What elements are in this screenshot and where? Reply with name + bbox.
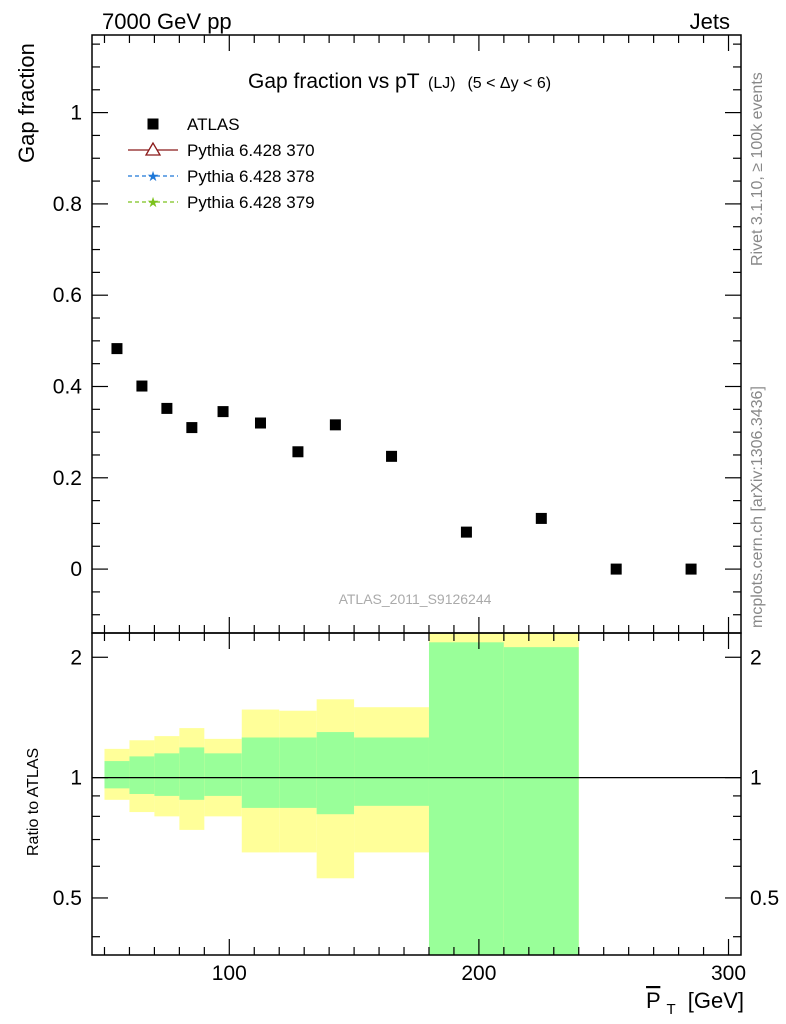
atlas-data-point: [329, 419, 341, 431]
plot-title-sub: (LJ): [428, 75, 456, 92]
y-axis-label: Gap fraction: [14, 43, 39, 163]
atlas-data-point: [254, 417, 266, 429]
ratio-band-green-9: [428, 642, 504, 955]
x-tick-label: 100: [212, 962, 247, 985]
axis-ticks: [92, 35, 741, 955]
atlas-data-point: [685, 563, 697, 575]
ratio-tick-label-right: 1: [750, 767, 762, 790]
legend: ATLAS Pythia 6.428 370 ★ Pythia 6.428 378 ★ P…: [128, 115, 315, 212]
atlas-data-point: [460, 526, 472, 538]
atlas-data-point: [111, 343, 123, 355]
ratio-plot-frame: [91, 632, 742, 956]
plot-title: Gap fraction vs pT (LJ) (5 < Δy < 6): [248, 70, 551, 93]
ratio-tick-label-right: 0.5: [750, 887, 779, 910]
plot-title-main: Gap fraction vs pT: [248, 70, 420, 93]
ratio-band-green-0: [104, 761, 130, 789]
ratio-band-green-10: [503, 647, 579, 955]
ratio-band-green-3: [179, 747, 205, 800]
legend-entry-label: ATLAS: [187, 115, 240, 134]
x-tick-label: 300: [711, 962, 746, 985]
rivet-version-label: Rivet 3.1.10, ≥ 100k events: [749, 72, 766, 266]
y-tick-label: 1: [70, 102, 82, 125]
ratio-band-green-4: [204, 753, 242, 796]
y-tick-label: 0: [70, 558, 82, 581]
atlas-data-point: [161, 402, 173, 414]
x-axis-unit: [GeV]: [688, 988, 744, 1013]
analysis-watermark: ATLAS_2011_S9126244: [339, 591, 492, 607]
atlas-data-point: [386, 450, 398, 462]
ratio-band-green-8: [354, 737, 429, 806]
ratio-tick-label-right: 2: [750, 646, 762, 669]
legend-entry-label: Pythia 6.428 378: [187, 167, 315, 186]
atlas-data-points: [111, 343, 697, 575]
atlas-data-point: [535, 512, 547, 524]
ratio-tick-label-left: 1: [70, 767, 82, 790]
ratio-y-axis-label: Ratio to ATLAS: [25, 748, 42, 856]
y-tick-label: 0.4: [53, 375, 83, 398]
ratio-band-green-7: [316, 732, 355, 815]
axis-tick-labels: 100 200 300 0 0.2 0.4 0.6 0.8 1 0.5 0.5 1 1 2 2: [53, 102, 779, 985]
legend-marker-star: ★: [147, 194, 160, 210]
atlas-data-point: [217, 406, 229, 418]
legend-marker-star: ★: [147, 168, 160, 184]
mcplots-label: mcplots.cern.ch [arXiv:1306.3436]: [749, 386, 766, 628]
ratio-band-green-5: [241, 737, 280, 808]
x-tick-label: 200: [461, 962, 496, 985]
x-axis-label: P T [GeV]: [646, 988, 744, 1019]
atlas-data-point: [136, 380, 148, 392]
legend-marker-triangle: [144, 141, 162, 156]
process-label: Jets: [690, 9, 730, 34]
legend-entry-label: Pythia 6.428 370: [187, 141, 315, 160]
atlas-data-point: [292, 446, 304, 458]
ratio-band-green-2: [154, 753, 180, 796]
atlas-data-point: [186, 422, 198, 434]
y-tick-label: 0.6: [53, 284, 82, 307]
plot-title-cut: (5 < Δy < 6): [467, 75, 551, 92]
ratio-band-green-6: [279, 737, 317, 808]
ratio-tick-label-left: 2: [70, 646, 82, 669]
ratio-tick-label-left: 0.5: [53, 887, 82, 910]
x-axis-symbol: P: [646, 988, 660, 1013]
atlas-data-point: [610, 563, 622, 575]
y-tick-label: 0.8: [53, 193, 82, 216]
ratio-uncertainty-bands: [104, 633, 579, 955]
legend-marker-atlas: [147, 118, 159, 130]
legend-entry-label: Pythia 6.428 379: [187, 193, 315, 212]
ratio-band-green-1: [129, 756, 155, 794]
energy-label: 7000 GeV pp: [102, 9, 232, 34]
x-axis-subscript: T: [666, 1001, 675, 1018]
y-tick-label: 0.2: [53, 467, 82, 490]
